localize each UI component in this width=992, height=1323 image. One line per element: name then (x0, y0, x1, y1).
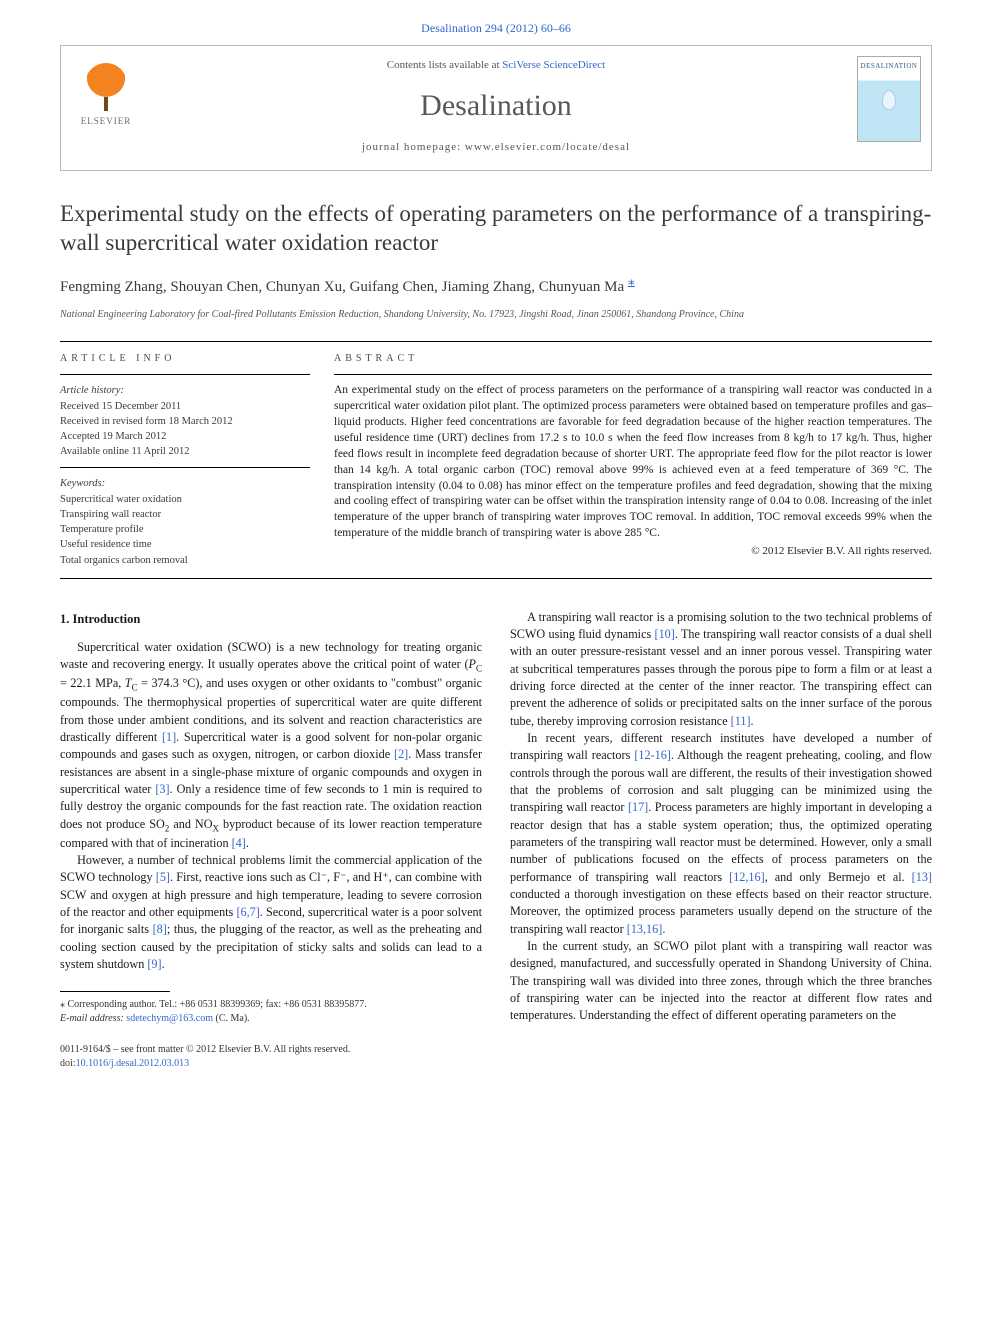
sciencedirect-link[interactable]: SciVerse ScienceDirect (502, 59, 605, 71)
contents-line: Contents lists available at SciVerse Sci… (161, 58, 831, 74)
abstract-text: An experimental study on the effect of p… (334, 375, 932, 542)
cite-11[interactable]: [11] (731, 714, 751, 728)
journal-header: ELSEVIER DESALINATION Contents lists ava… (60, 45, 932, 170)
cite-2[interactable]: [2] (394, 747, 408, 761)
elsevier-tree-icon (85, 63, 127, 105)
abstract-copyright: © 2012 Elsevier B.V. All rights reserved… (334, 544, 932, 560)
history-revised: Received in revised form 18 March 2012 (60, 416, 233, 427)
abstract-column: abstract An experimental study on the ef… (334, 342, 932, 568)
contents-prefix: Contents lists available at (387, 59, 502, 71)
article-title: Experimental study on the effects of ope… (60, 199, 932, 258)
keywords-block: Keywords: Supercritical water oxidation … (60, 468, 310, 567)
front-matter-line: 0011-9164/$ – see front matter © 2012 El… (60, 1044, 350, 1055)
footnote-email-after: (C. Ma). (213, 1013, 250, 1024)
cover-title-text: DESALINATION (861, 61, 918, 71)
doi-line: doi:10.1016/j.desal.2012.03.013 (60, 1058, 189, 1069)
intro-p3: A transpiring wall reactor is a promisin… (510, 609, 932, 730)
doi-link[interactable]: 10.1016/j.desal.2012.03.013 (76, 1058, 190, 1069)
bottom-rule (60, 578, 932, 579)
keywords-label: Keywords: (60, 478, 105, 489)
cite-5[interactable]: [5] (156, 870, 170, 884)
footnote-rule (60, 991, 170, 992)
article-info-column: article info Article history: Received 1… (60, 342, 310, 568)
keyword-3: Temperature profile (60, 524, 144, 535)
intro-heading: 1. Introduction (60, 611, 482, 629)
article-body: 1. Introduction Supercritical water oxid… (60, 609, 932, 1026)
corresponding-footnote: ⁎ Corresponding author. Tel.: +86 0531 8… (60, 998, 482, 1025)
keyword-5: Total organics carbon removal (60, 555, 188, 566)
author-names: Fengming Zhang, Shouyan Chen, Chunyan Xu… (60, 279, 628, 295)
cite-13[interactable]: [13] (912, 870, 932, 884)
cite-1[interactable]: [1] (162, 730, 176, 744)
keyword-1: Supercritical water oxidation (60, 494, 182, 505)
history-received: Received 15 December 2011 (60, 401, 181, 412)
intro-p1: Supercritical water oxidation (SCWO) is … (60, 639, 482, 853)
cite-12-16b[interactable]: [12,16] (729, 870, 765, 884)
cite-17[interactable]: [17] (628, 800, 648, 814)
elsevier-logo: ELSEVIER (71, 56, 141, 134)
intro-p5: In the current study, an SCWO pilot plan… (510, 938, 932, 1025)
keyword-2: Transpiring wall reactor (60, 509, 161, 520)
footnote-email-label: E-mail address: (60, 1013, 126, 1024)
intro-p2: However, a number of technical problems … (60, 852, 482, 973)
journal-name: Desalination (161, 84, 831, 128)
footnote-email-link[interactable]: sdetechym@163.com (126, 1013, 213, 1024)
keyword-4: Useful residence time (60, 539, 152, 550)
elsevier-wordmark: ELSEVIER (81, 115, 132, 128)
cite-6-7[interactable]: [6,7] (236, 905, 259, 919)
corresponding-author-marker[interactable]: ⁎ (628, 274, 635, 289)
cite-12-16[interactable]: [12-16] (634, 748, 671, 762)
journal-homepage: journal homepage: www.elsevier.com/locat… (161, 140, 831, 156)
volume-issue-text: Desalination 294 (2012) 60–66 (421, 21, 571, 35)
page-footer: 0011-9164/$ – see front matter © 2012 El… (60, 1043, 932, 1070)
cite-10[interactable]: [10] (655, 627, 675, 641)
cite-3[interactable]: [3] (155, 782, 169, 796)
cite-9[interactable]: [9] (147, 957, 161, 971)
cite-4[interactable]: [4] (232, 836, 246, 850)
cite-8[interactable]: [8] (153, 922, 167, 936)
water-drop-icon (882, 90, 896, 110)
cite-13-16[interactable]: [13,16] (627, 922, 663, 936)
history-online: Available online 11 April 2012 (60, 446, 189, 457)
article-info-label: article info (60, 342, 310, 375)
affiliation: National Engineering Laboratory for Coal… (60, 308, 932, 323)
volume-issue-link[interactable]: Desalination 294 (2012) 60–66 (60, 20, 932, 37)
footnote-corr: ⁎ Corresponding author. Tel.: +86 0531 8… (60, 999, 367, 1010)
abstract-label: abstract (334, 342, 932, 375)
history-label: Article history: (60, 385, 124, 396)
journal-cover-thumbnail: DESALINATION (857, 56, 921, 142)
history-accepted: Accepted 19 March 2012 (60, 431, 166, 442)
article-history: Article history: Received 15 December 20… (60, 375, 310, 467)
intro-p4: In recent years, different research inst… (510, 730, 932, 938)
author-list: Fengming Zhang, Shouyan Chen, Chunyan Xu… (60, 272, 932, 299)
